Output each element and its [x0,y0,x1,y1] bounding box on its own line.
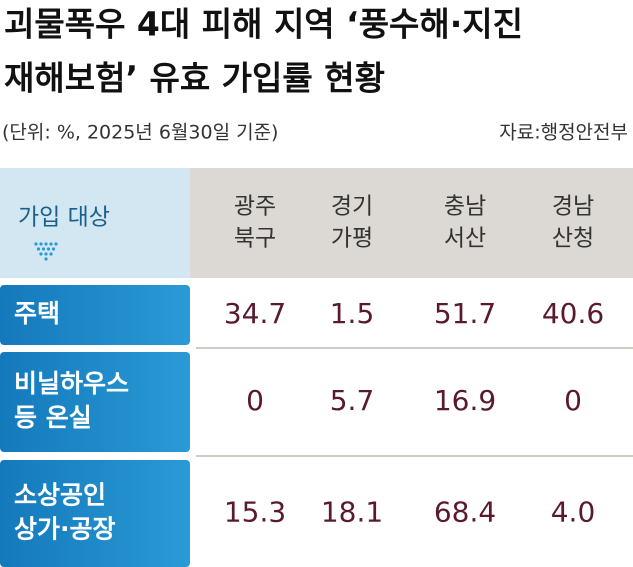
row-band [196,352,633,452]
title-line: 괴물폭우 4대 피해 지역 ‘풍수해·지진 [4,5,523,44]
unit-note: (단위: %, 2025년 6월30일 기준) [2,122,278,144]
cell-value: 40.6 [542,297,604,330]
row-label: 주택 [14,299,60,328]
cell-value: 16.9 [434,384,496,417]
column-header: 경기 [331,194,373,220]
column-header: 충남 [444,194,486,220]
column-header: 북구 [234,226,276,252]
cell-value: 34.7 [224,297,286,330]
cell-value: 4.0 [551,496,596,529]
corner-label: 가입 대상 [18,205,110,231]
row-label: 비닐하우스 [14,369,129,398]
column-header: 경남 [552,194,594,220]
row-label-cell [0,460,190,567]
source: 자료:행정안전부 [499,122,628,144]
cell-value: 5.7 [330,384,375,417]
column-header: 광주 [234,194,276,220]
column-header: 산청 [552,226,594,252]
cell-value: 51.7 [434,297,496,330]
row-label-cell [0,352,190,452]
row-label: 상가·공장 [14,515,116,544]
row-band [196,460,633,567]
cell-value: 15.3 [224,496,286,529]
row-band [196,285,633,345]
row-label: 소상공인 [14,481,106,510]
cell-value: 1.5 [330,297,375,330]
cell-value: 0 [246,384,264,417]
title-line: 재해보험’ 유효 가입률 현황 [4,59,385,98]
corner-cell [0,168,190,278]
cell-value: 68.4 [434,496,496,529]
cell-value: 0 [564,384,582,417]
row-label: 등 온실 [14,403,92,432]
column-header: 서산 [444,226,486,252]
dot-triangle [34,242,58,261]
cell-value: 18.1 [321,496,383,529]
row-label-cell [0,285,190,345]
column-header: 가평 [331,226,373,252]
